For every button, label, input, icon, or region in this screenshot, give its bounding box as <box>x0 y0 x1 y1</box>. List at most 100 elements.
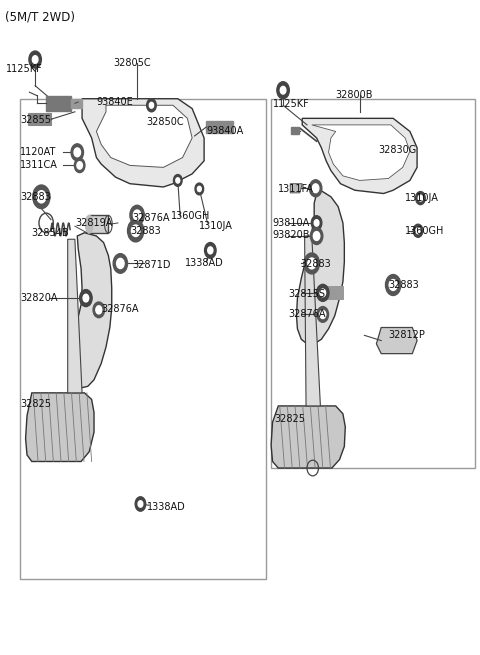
Circle shape <box>80 290 92 307</box>
Bar <box>291 128 299 134</box>
Circle shape <box>135 496 146 511</box>
Circle shape <box>176 178 180 183</box>
Polygon shape <box>271 406 345 468</box>
Circle shape <box>416 228 420 234</box>
Polygon shape <box>297 190 344 344</box>
Circle shape <box>77 162 83 169</box>
Bar <box>20 99 266 579</box>
Circle shape <box>130 205 144 225</box>
Text: 32883: 32883 <box>388 280 419 290</box>
Bar <box>271 99 475 468</box>
Polygon shape <box>305 236 321 406</box>
Text: 32876A: 32876A <box>288 309 325 320</box>
Circle shape <box>138 500 143 507</box>
Polygon shape <box>290 183 302 193</box>
Text: 1125KF: 1125KF <box>5 64 42 74</box>
Circle shape <box>312 184 319 193</box>
Polygon shape <box>68 239 82 393</box>
Text: 32854B: 32854B <box>32 228 70 238</box>
Text: 32820A: 32820A <box>20 293 57 303</box>
Circle shape <box>320 310 326 318</box>
Circle shape <box>313 232 320 240</box>
Circle shape <box>320 289 325 297</box>
Circle shape <box>37 191 46 203</box>
Text: 93820B: 93820B <box>273 231 310 240</box>
Text: 1310JA: 1310JA <box>199 221 233 231</box>
Text: 1338AD: 1338AD <box>185 259 224 269</box>
Bar <box>206 121 233 133</box>
Polygon shape <box>312 125 410 180</box>
Circle shape <box>117 258 124 269</box>
Circle shape <box>280 86 286 94</box>
Circle shape <box>149 102 154 108</box>
Text: 32812P: 32812P <box>388 330 425 341</box>
Text: 93840A: 93840A <box>206 126 244 136</box>
Circle shape <box>71 144 84 161</box>
Circle shape <box>418 195 422 201</box>
Text: 32876A: 32876A <box>132 214 170 223</box>
Circle shape <box>132 225 140 236</box>
Circle shape <box>416 191 425 204</box>
Text: 1360GH: 1360GH <box>170 212 210 221</box>
Text: 1311FA: 1311FA <box>278 184 314 194</box>
Circle shape <box>173 174 182 186</box>
Text: 32830G: 32830G <box>379 145 417 155</box>
Text: 1338AD: 1338AD <box>147 502 185 512</box>
Text: 32876A: 32876A <box>101 304 139 314</box>
Circle shape <box>311 227 323 244</box>
Circle shape <box>33 185 50 208</box>
Circle shape <box>29 51 41 68</box>
Circle shape <box>96 306 102 314</box>
Text: 32800B: 32800B <box>336 90 373 100</box>
Text: 32825: 32825 <box>20 399 51 409</box>
Text: 1125KF: 1125KF <box>273 99 309 109</box>
Circle shape <box>147 99 156 112</box>
Text: 32819A: 32819A <box>75 218 112 228</box>
Circle shape <box>304 253 320 274</box>
Circle shape <box>128 219 144 242</box>
Polygon shape <box>376 328 417 354</box>
Text: 93840E: 93840E <box>96 97 133 107</box>
Bar <box>28 113 51 125</box>
Text: 32825: 32825 <box>275 414 305 424</box>
Circle shape <box>317 307 328 322</box>
Text: 32883: 32883 <box>20 192 50 202</box>
Text: 32850C: 32850C <box>147 117 184 126</box>
Circle shape <box>133 210 141 220</box>
Circle shape <box>317 284 329 301</box>
Text: 32815S: 32815S <box>288 288 325 299</box>
Bar <box>71 99 82 108</box>
Polygon shape <box>25 393 94 462</box>
Bar <box>46 96 71 111</box>
Circle shape <box>204 242 216 258</box>
Circle shape <box>83 294 89 302</box>
Bar <box>325 286 343 299</box>
Text: 1310JA: 1310JA <box>405 193 439 203</box>
Circle shape <box>93 302 105 318</box>
Text: 32855: 32855 <box>20 115 51 124</box>
Circle shape <box>113 253 128 273</box>
Polygon shape <box>72 233 112 388</box>
Polygon shape <box>82 99 204 187</box>
Polygon shape <box>89 215 108 233</box>
Circle shape <box>413 224 423 237</box>
Text: 1311CA: 1311CA <box>20 160 58 170</box>
Text: 32883: 32883 <box>130 227 161 236</box>
Text: 32883: 32883 <box>300 259 331 269</box>
Circle shape <box>277 82 289 99</box>
Text: 32805C: 32805C <box>113 58 151 68</box>
Text: (5M/T 2WD): (5M/T 2WD) <box>5 10 75 24</box>
Circle shape <box>314 219 319 226</box>
Circle shape <box>208 247 213 254</box>
Ellipse shape <box>85 215 93 233</box>
Circle shape <box>312 215 322 230</box>
Polygon shape <box>302 119 417 193</box>
Circle shape <box>32 56 38 64</box>
Text: 32871D: 32871D <box>132 261 171 271</box>
Circle shape <box>74 148 81 157</box>
Circle shape <box>197 186 201 191</box>
Circle shape <box>310 179 322 196</box>
Circle shape <box>385 274 401 295</box>
Circle shape <box>389 280 397 290</box>
Circle shape <box>308 258 316 269</box>
